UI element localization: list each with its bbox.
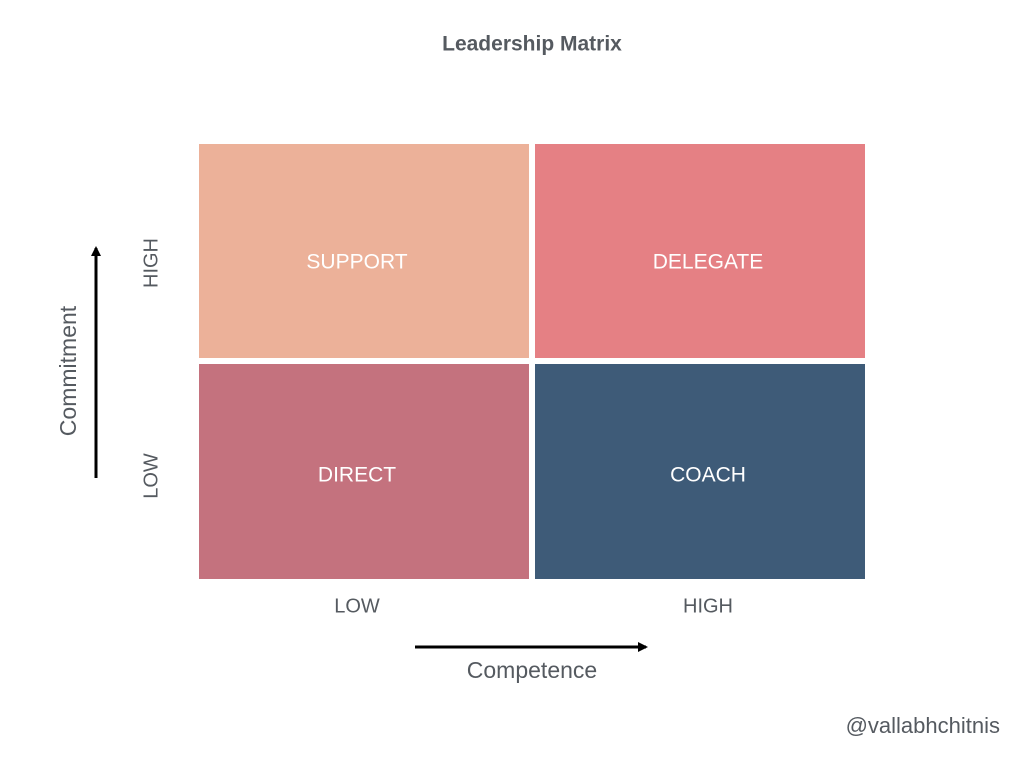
x-axis-label: Competence: [467, 657, 597, 683]
credit: @vallabhchitnis: [846, 713, 1000, 738]
quadrant-label: DELEGATE: [653, 251, 763, 274]
quadrant: [535, 364, 865, 579]
x-axis-tick: LOW: [334, 595, 380, 617]
quadrant-label: DIRECT: [318, 464, 396, 487]
quadrant: [535, 144, 865, 358]
quadrant-label: SUPPORT: [306, 251, 407, 274]
y-axis-tick: HIGH: [140, 238, 162, 288]
y-axis-tick: LOW: [140, 453, 162, 499]
y-axis-label: Commitment: [55, 305, 81, 436]
x-axis-tick: HIGH: [683, 595, 733, 617]
quadrant: [199, 364, 529, 579]
quadrant-label: COACH: [670, 464, 746, 487]
title: Leadership Matrix: [442, 33, 622, 56]
quadrant: [199, 144, 529, 358]
